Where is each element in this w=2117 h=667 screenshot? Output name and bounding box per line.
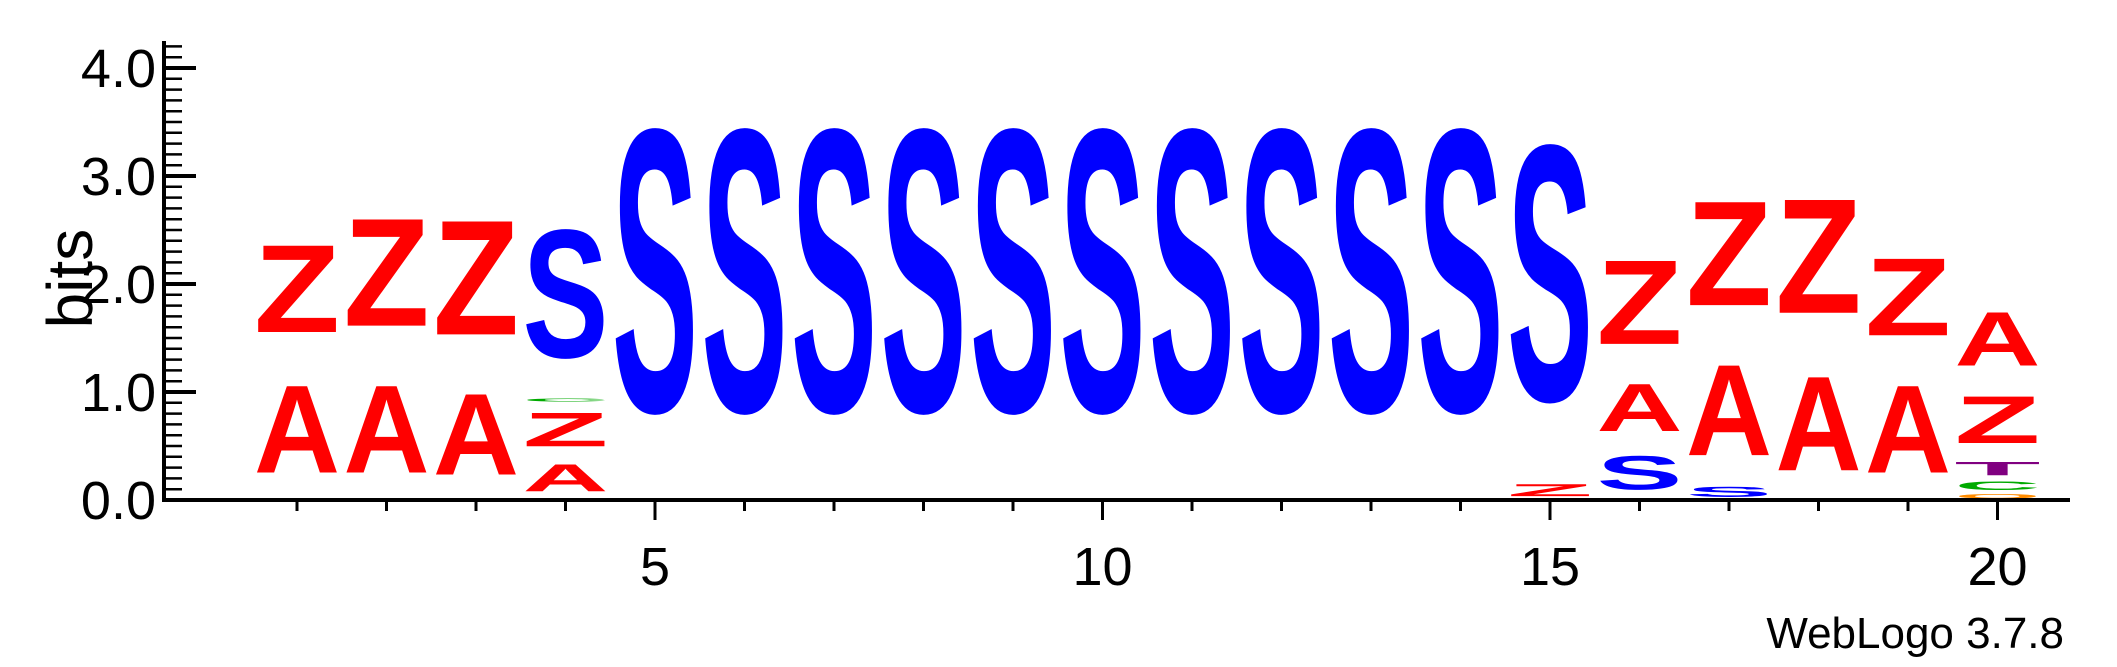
logo-glyph-c: C — [1955, 479, 2041, 492]
logo-glyph-s: S — [881, 44, 967, 497]
footer-credit: WebLogo 3.7.8 — [1766, 609, 2064, 658]
logo-glyph-s: S — [970, 44, 1056, 497]
logo-glyph-c: C — [523, 397, 609, 402]
logo-glyph-a: A — [1776, 348, 1862, 499]
logo-glyph-s: S — [1149, 44, 1235, 497]
logo-glyph-t: T — [1955, 458, 2041, 479]
logo-glyph-z: Z — [1686, 170, 1772, 337]
logo-axes: 0.0 1.0 2.0 3.0 4.0 5 10 15 20 — [81, 39, 2070, 597]
y-tick-label: 4.0 — [81, 39, 156, 99]
logo-glyph-z: Z — [523, 403, 609, 457]
y-tick-label: 2.0 — [81, 255, 156, 315]
y-tick-label: 1.0 — [81, 363, 156, 423]
logo-glyph-o: O — [1955, 492, 2041, 500]
logo-glyph-z: Z — [1507, 481, 1593, 500]
logo-glyph-z: Z — [1955, 382, 2041, 457]
logo-glyph-s: S — [523, 192, 609, 397]
logo-glyph-a: A — [344, 359, 430, 499]
logo-glyph-a: A — [1597, 370, 1683, 446]
y-tick-label: 0.0 — [81, 471, 156, 531]
logo-glyph-s: S — [702, 44, 788, 497]
x-tick-label: 10 — [1072, 537, 1132, 597]
logo-glyph-z: Z — [1776, 166, 1862, 348]
y-tick-label: 3.0 — [81, 147, 156, 207]
x-tick-label: 5 — [640, 537, 670, 597]
logo-glyph-z: Z — [433, 187, 519, 369]
logo-glyph-a: A — [433, 370, 519, 499]
logo-glyph-a: A — [1686, 338, 1772, 483]
logo-glyph-a: A — [254, 359, 340, 499]
logo-glyph-z: Z — [344, 187, 430, 359]
x-tick-label: 20 — [1967, 537, 2027, 597]
logo-glyph-s: S — [1507, 69, 1593, 479]
logo-glyph-s: S — [791, 44, 877, 497]
logo-glyph-z: Z — [1597, 234, 1683, 369]
logo-glyph-a: A — [1955, 296, 2041, 382]
logo-glyph-a: A — [1865, 359, 1951, 499]
logo-glyph-s: S — [1060, 44, 1146, 497]
y-axis-title: bits — [34, 229, 106, 329]
logo-glyph-s: S — [1328, 44, 1414, 497]
logo-glyph-s: S — [1597, 446, 1683, 500]
x-tick-label: 15 — [1520, 537, 1580, 597]
logo-glyph-z: Z — [1865, 235, 1951, 359]
logo-glyph-z: Z — [254, 219, 340, 359]
logo-glyph-a: A — [523, 457, 609, 500]
logo-glyph-s: S — [612, 44, 698, 497]
logo-glyph-s: S — [1418, 44, 1504, 497]
logo-glyph-s: S — [1239, 44, 1325, 497]
logo-glyph-s: S — [1686, 484, 1772, 500]
